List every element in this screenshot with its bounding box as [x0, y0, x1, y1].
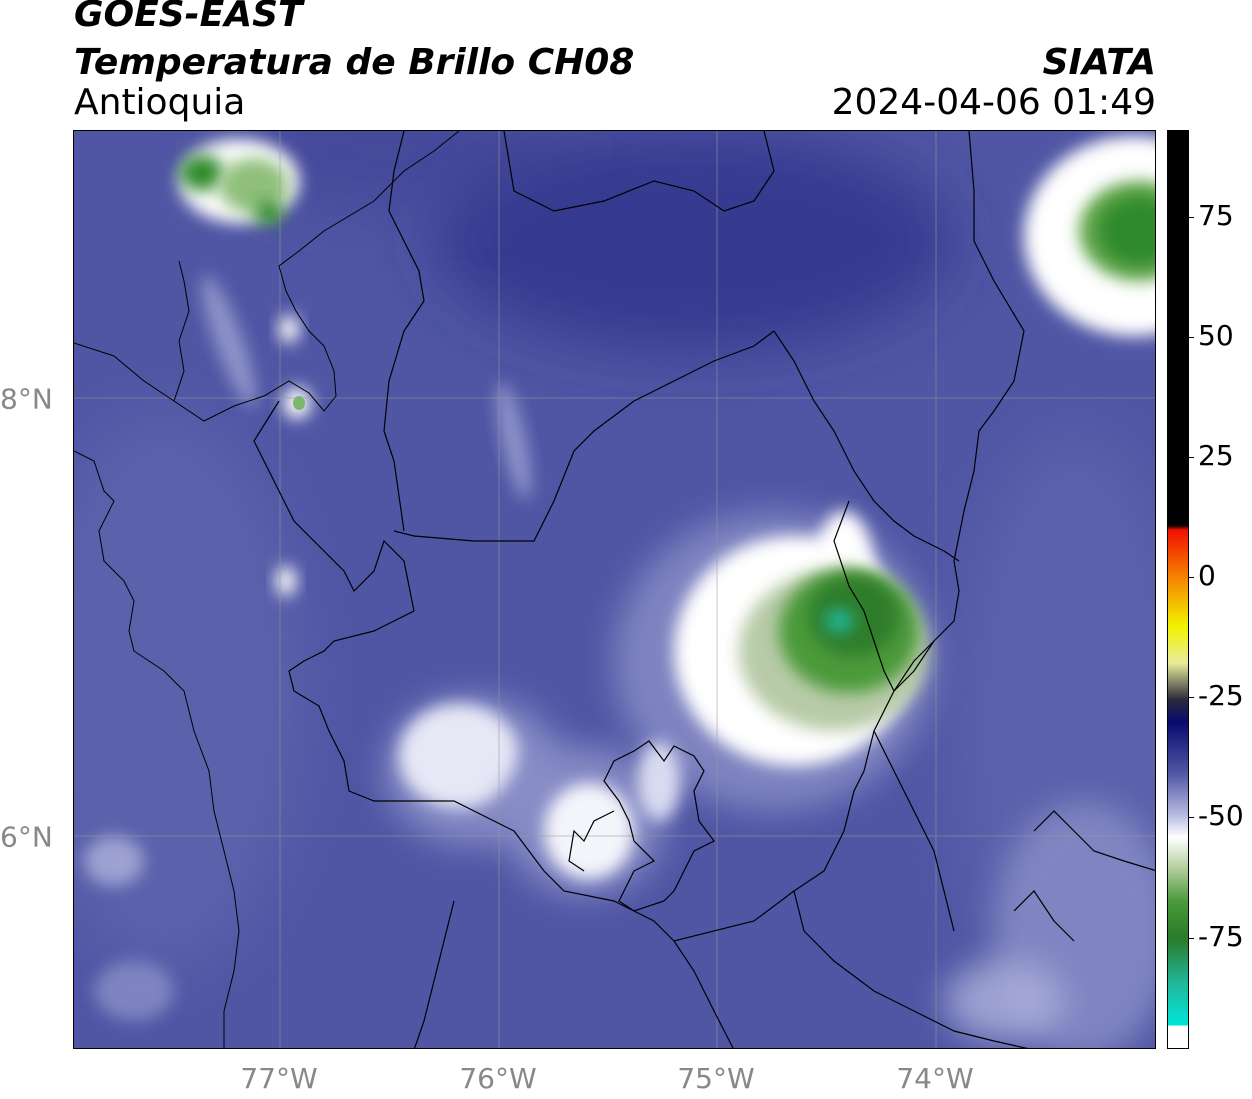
- convective-cell-northwest: [179, 139, 299, 225]
- colorbar-tick-label: 50: [1198, 319, 1234, 352]
- convective-cell-northeast: [1024, 136, 1155, 336]
- cloud-spot: [276, 566, 296, 596]
- colorbar-tick: [1188, 457, 1194, 458]
- admin-borders: [253, 131, 1155, 1048]
- colorbar-tick-label: 75: [1198, 199, 1234, 232]
- cloud-streak: [496, 382, 532, 500]
- colorbar-gradient: [1168, 131, 1188, 1048]
- datetime-label: 2024-04-06 01:49: [831, 82, 1156, 123]
- colorbar-tick: [1188, 217, 1194, 218]
- colorbar-tick: [1188, 938, 1194, 939]
- cloud-spot: [279, 315, 299, 343]
- convective-cell-east: [614, 511, 934, 811]
- colorbar: [1167, 130, 1189, 1049]
- colorbar-tick: [1188, 577, 1194, 578]
- longitude-label: 76°W: [459, 1062, 537, 1095]
- coastline: [74, 131, 460, 1048]
- agency-label: SIATA: [1042, 42, 1156, 83]
- region-label: Antioquia: [74, 82, 246, 123]
- latitude-label: 8°N: [0, 382, 53, 416]
- colorbar-tick-label: 0: [1198, 559, 1216, 592]
- longitude-label: 74°W: [896, 1062, 974, 1095]
- product-title: Temperatura de Brillo CH08: [74, 42, 635, 83]
- colorbar-tick-label: -50: [1198, 799, 1244, 832]
- colorbar-tick-label: -75: [1198, 920, 1244, 953]
- colorbar-tick-label: -25: [1198, 679, 1244, 712]
- field-dark-region: [434, 131, 954, 351]
- satellite-title: GOES-EAST: [74, 0, 303, 35]
- colorbar-tick-label: 25: [1198, 439, 1234, 472]
- field-lighter-west: [74, 411, 304, 971]
- colorbar-tick: [1188, 697, 1194, 698]
- map-canvas: [74, 131, 1155, 1048]
- longitude-label: 77°W: [240, 1062, 318, 1095]
- cloud-band-south: [84, 696, 1155, 1048]
- colorbar-tick: [1188, 337, 1194, 338]
- latitude-label: 6°N: [0, 820, 53, 854]
- longitude-label: 75°W: [677, 1062, 755, 1095]
- cloud-streak: [201, 275, 257, 407]
- brightness-temperature-map[interactable]: [73, 130, 1156, 1049]
- graticule: [74, 131, 1155, 1048]
- colorbar-tick: [1188, 817, 1194, 818]
- cloud-spot: [293, 396, 305, 410]
